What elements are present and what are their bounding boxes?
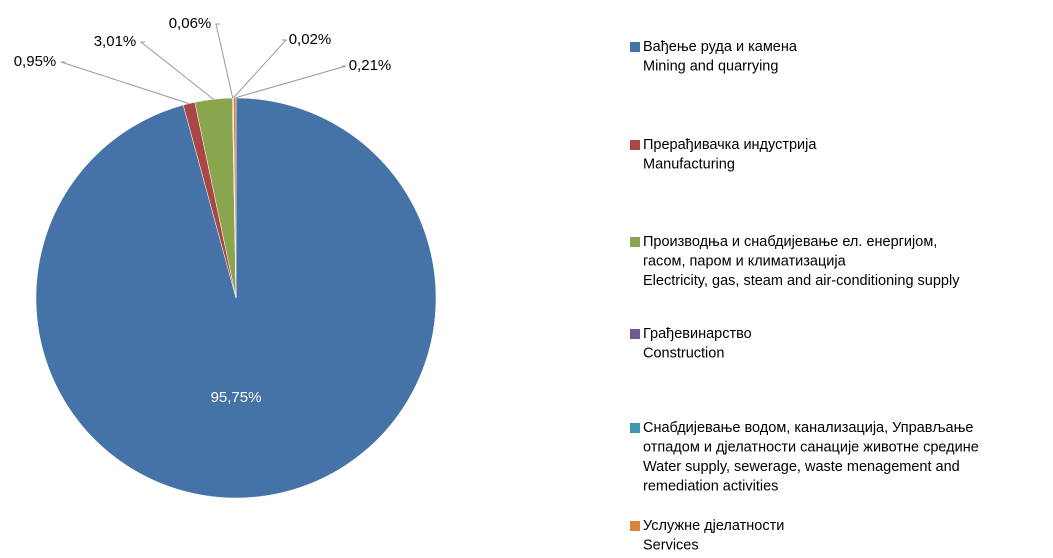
legend-label: Прерађивачка индустрија	[643, 137, 817, 153]
legend-label: Грађевинарство	[643, 326, 752, 342]
legend-label: гасом, паром и климатизација	[643, 253, 847, 269]
legend-label: remediation activities	[643, 478, 778, 494]
legend-label: Manufacturing	[643, 156, 735, 172]
leader-line	[234, 65, 347, 99]
legend-label: Services	[643, 537, 699, 553]
leader-line	[60, 61, 190, 105]
legend-label: Производња и снабдијевање ел. енергијом,	[643, 234, 937, 250]
legend-label: Услужне дјелатности	[643, 518, 784, 534]
legend-label: отпадом и дјелатности санације животне с…	[643, 439, 979, 455]
data-label: 0,06%	[169, 15, 212, 32]
legend-label: Mining and quarrying	[643, 58, 778, 74]
legend-swatch	[630, 140, 640, 150]
data-label: 0,95%	[14, 53, 57, 70]
leader-line	[139, 41, 214, 100]
data-label: 95,75%	[211, 389, 262, 406]
leader-line	[232, 39, 288, 99]
legend-label: Electricity, gas, steam and air-conditio…	[643, 273, 960, 289]
data-label: 0,02%	[289, 31, 332, 48]
legend-swatch	[630, 521, 640, 531]
legend-swatch	[630, 237, 640, 247]
legend-label: Water supply, sewerage, waste menagement…	[643, 459, 960, 475]
leader-line	[215, 23, 234, 99]
legend-swatch	[630, 423, 640, 433]
legend-label: Вађење руда и камена	[643, 39, 798, 55]
data-label: 0,21%	[349, 57, 392, 74]
legend-swatch	[630, 329, 640, 339]
data-label: 3,01%	[94, 33, 137, 50]
legend-label: Construction	[643, 345, 724, 361]
legend-swatch	[630, 42, 640, 52]
legend-label: Снабдијевање водом, канализација, Управљ…	[643, 420, 973, 436]
